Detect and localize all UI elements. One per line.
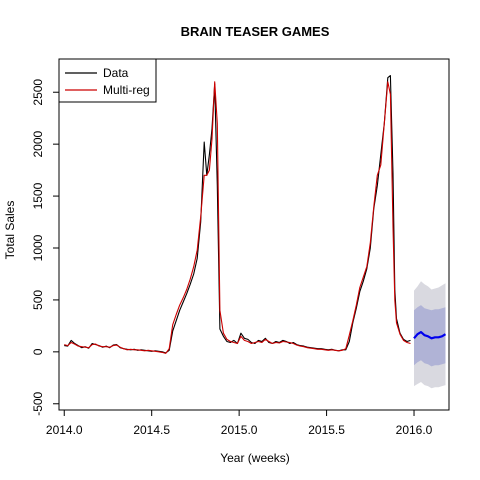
- y-tick-label: 2500: [31, 79, 45, 106]
- legend-data-label: Data: [103, 66, 129, 80]
- y-axis-label: Total Sales: [3, 201, 17, 260]
- forecast-band-80: [414, 305, 446, 367]
- y-tick-label: 1000: [31, 234, 45, 261]
- chart-title: BRAIN TEASER GAMES: [181, 24, 330, 39]
- y-tick-label: 2000: [31, 130, 45, 157]
- x-tick-label: 2014.0: [46, 423, 83, 437]
- y-axis: -500 0 500 1000 1500 2000 2500: [31, 79, 60, 416]
- y-tick-label: 1500: [31, 182, 45, 209]
- x-axis: 2014.0 2014.5 2015.0 2015.5 2016.0: [46, 409, 433, 437]
- legend-box: [58, 58, 157, 103]
- forecast-bands: [414, 281, 446, 389]
- legend-multireg-label: Multi-reg: [103, 83, 150, 97]
- legend: Data Multi-reg: [58, 58, 157, 103]
- x-tick-label: 2014.5: [133, 423, 170, 437]
- series-lines: [64, 75, 447, 354]
- series-line-multi-reg: [64, 81, 411, 354]
- x-tick-label: 2016.0: [396, 423, 433, 437]
- y-tick-label: 500: [31, 290, 45, 310]
- series-line-forecast: [413, 331, 447, 340]
- x-axis-label: Year (weeks): [220, 451, 290, 465]
- x-tick-label: 2015.0: [221, 423, 258, 437]
- y-tick-label: -500: [31, 391, 45, 415]
- x-tick-label: 2015.5: [308, 423, 345, 437]
- y-tick-label: 0: [31, 348, 45, 355]
